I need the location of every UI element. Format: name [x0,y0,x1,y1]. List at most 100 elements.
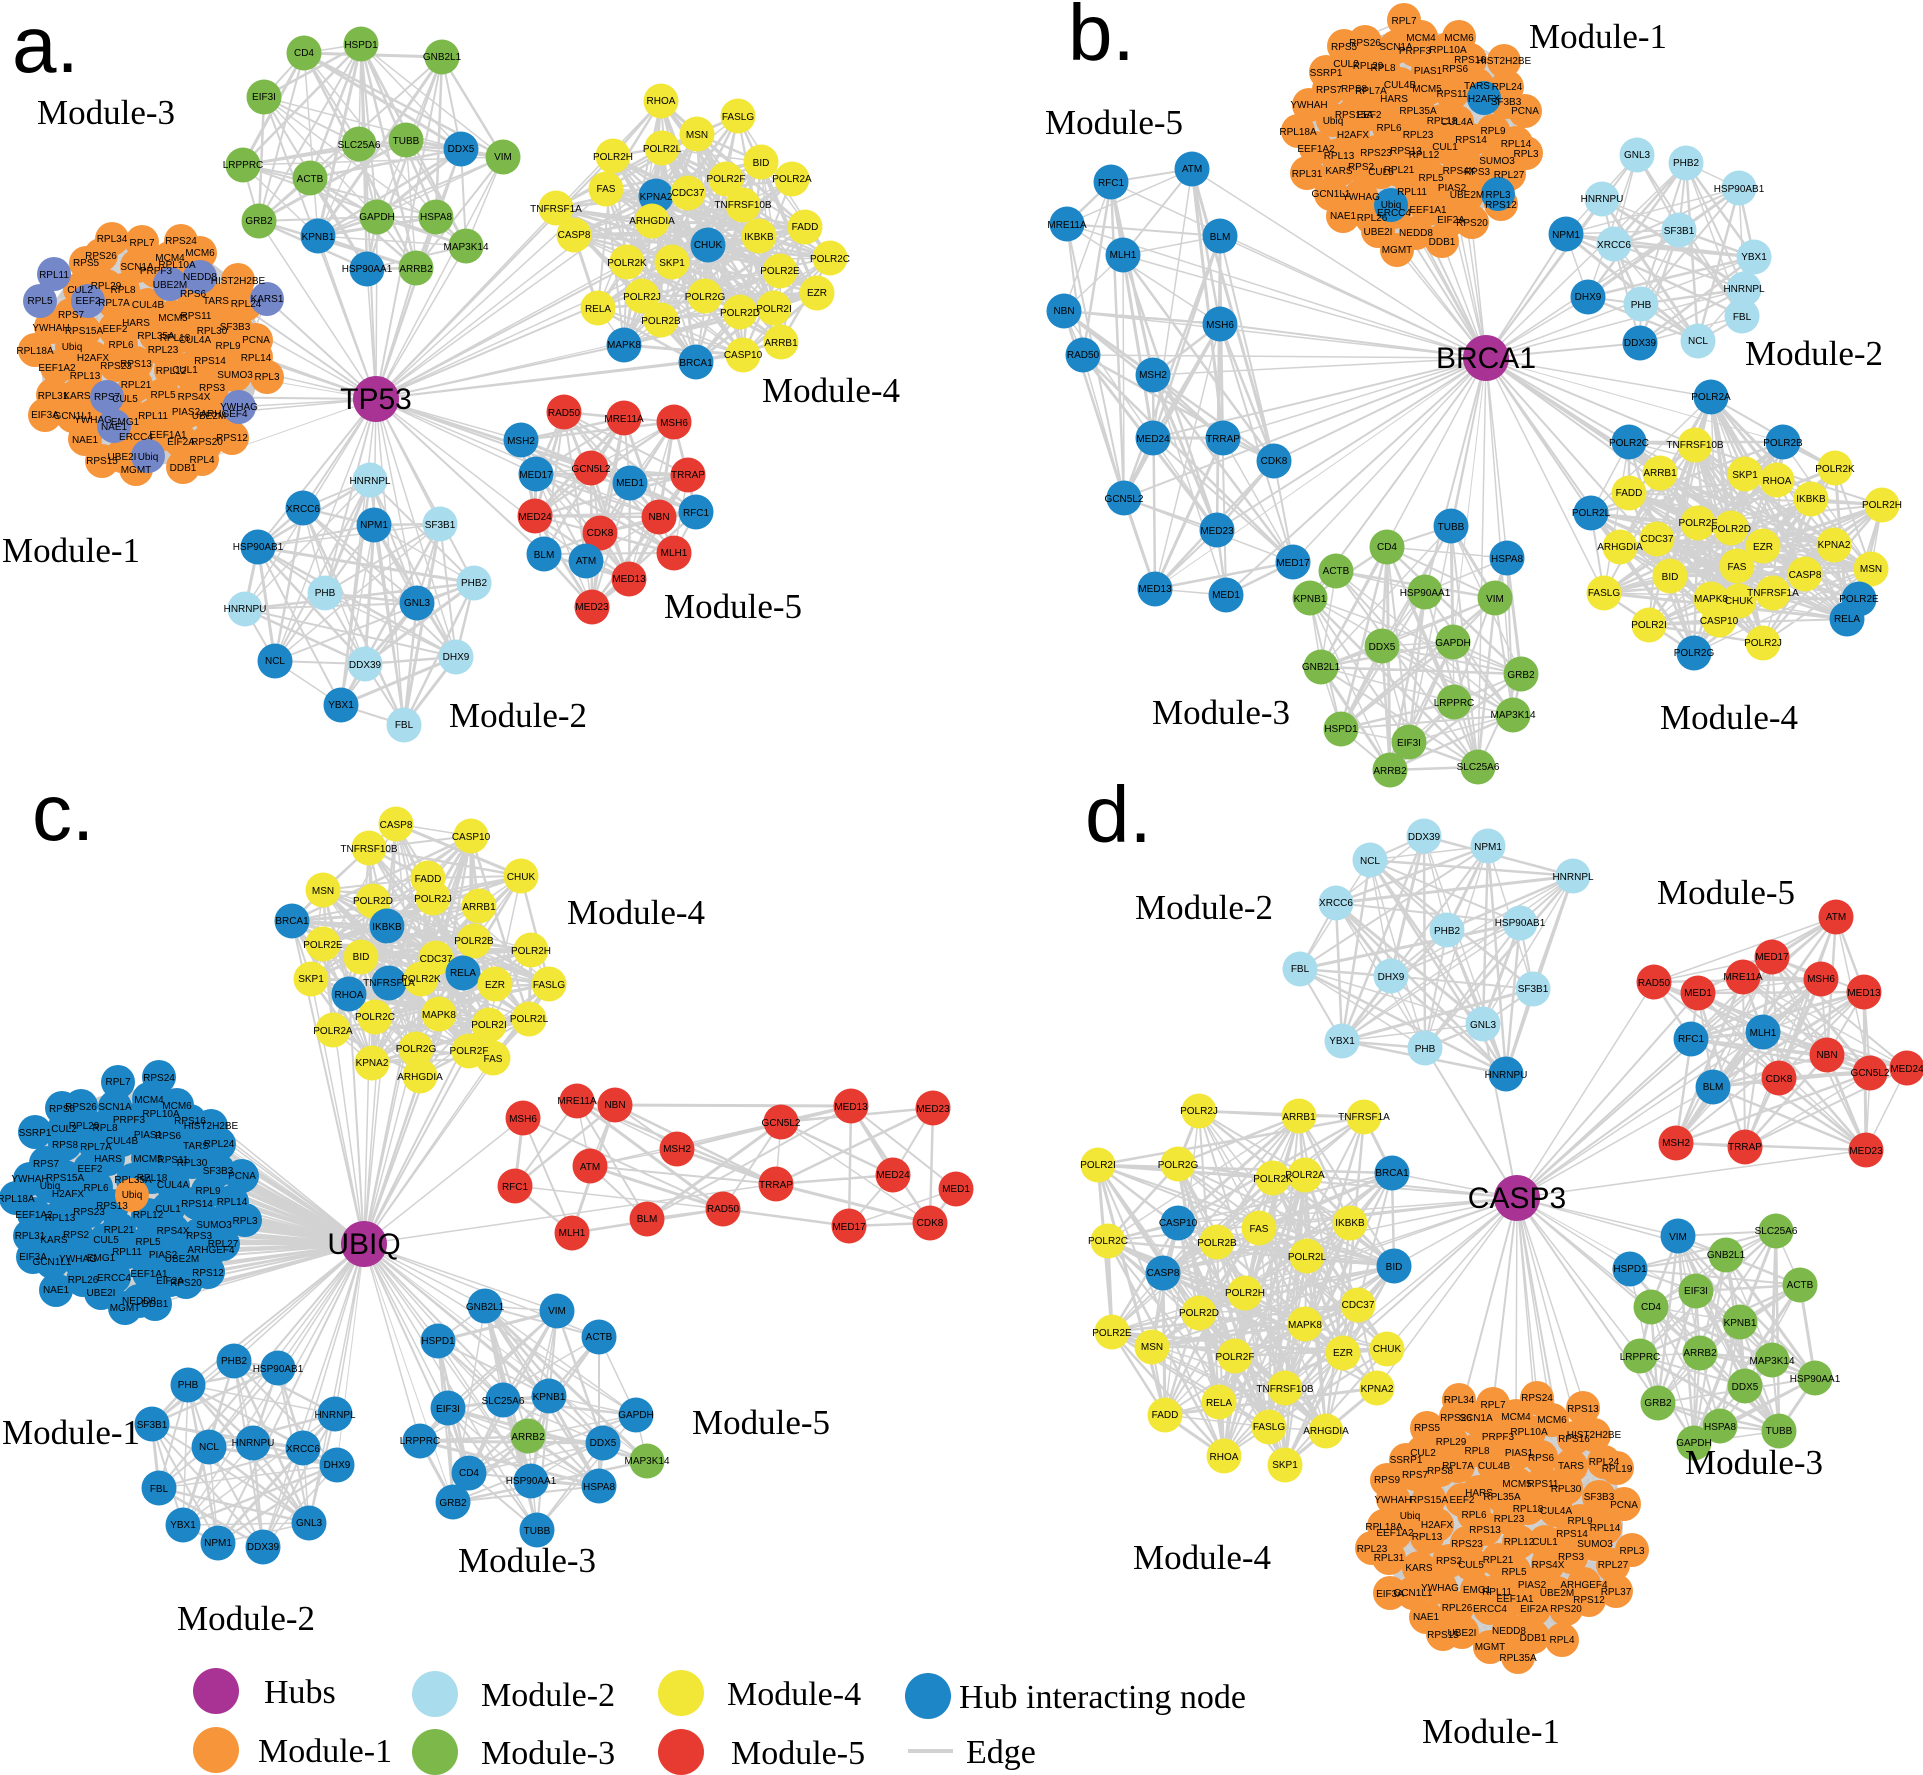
svg-text:EEF1A2: EEF1A2 [38,363,76,374]
svg-text:CDC37: CDC37 [420,954,453,965]
svg-text:Module-1: Module-1 [258,1733,392,1770]
svg-text:RPS14: RPS14 [194,356,226,367]
svg-text:NPM1: NPM1 [360,520,388,531]
svg-text:DDX39: DDX39 [247,1542,280,1553]
svg-text:RPS7: RPS7 [94,392,121,403]
svg-text:POLR2E: POLR2E [1092,1328,1132,1339]
svg-text:RPL4: RPL4 [1549,1635,1574,1646]
svg-text:DDX39: DDX39 [349,660,382,671]
svg-text:RPL26: RPL26 [68,1275,99,1286]
svg-text:RPL23: RPL23 [1494,1514,1525,1525]
svg-text:MSH6: MSH6 [509,1114,537,1125]
svg-text:RPL10A: RPL10A [1429,45,1467,56]
svg-text:RPS23: RPS23 [1360,148,1392,159]
svg-text:POLR2D: POLR2D [1711,524,1751,535]
svg-text:RPL29: RPL29 [1353,61,1384,72]
svg-text:NCL: NCL [1360,856,1380,867]
svg-text:RELA: RELA [585,304,611,315]
svg-text:MRE11A: MRE11A [1047,220,1087,231]
svg-text:PRPF3: PRPF3 [113,1115,146,1126]
svg-text:SF3B1: SF3B1 [137,1420,168,1431]
svg-text:HSPA8: HSPA8 [1491,554,1523,565]
svg-text:MCM5: MCM5 [133,1154,163,1165]
svg-text:RPL5: RPL5 [135,1237,160,1248]
svg-text:RPS26: RPS26 [65,1102,97,1113]
svg-text:SSRP1: SSRP1 [1310,68,1343,79]
svg-text:PRPF3: PRPF3 [1482,1432,1515,1443]
svg-text:SUMO3: SUMO3 [217,370,253,381]
svg-text:YBX1: YBX1 [328,700,354,711]
svg-text:RPS13: RPS13 [120,359,152,370]
svg-text:HSP90AB1: HSP90AB1 [233,542,284,553]
svg-text:RPL30: RPL30 [1551,1484,1582,1495]
svg-text:RPL35A: RPL35A [1399,106,1437,117]
svg-text:BRCA1: BRCA1 [1436,342,1536,375]
svg-text:HSPD1: HSPD1 [1324,724,1358,735]
svg-text:RPL21: RPL21 [1483,1555,1514,1566]
svg-text:GRB2: GRB2 [439,1498,467,1509]
svg-text:TUBB: TUBB [393,136,420,147]
svg-text:RPS12: RPS12 [216,433,248,444]
svg-text:RPL12: RPL12 [156,366,187,377]
svg-text:RPS20: RPS20 [1456,218,1488,229]
svg-text:NPM1: NPM1 [1474,842,1502,853]
svg-text:HNRNPL: HNRNPL [349,476,391,487]
svg-text:RPL3: RPL3 [1619,1546,1644,1557]
svg-text:POLR2I: POLR2I [471,1020,507,1031]
svg-text:NAE1: NAE1 [72,435,99,446]
svg-text:MAP3K14: MAP3K14 [1749,1356,1794,1367]
svg-text:DDX39: DDX39 [1624,338,1657,349]
svg-text:EZR: EZR [1753,542,1773,553]
svg-text:HARS: HARS [1380,94,1408,105]
svg-text:MED24: MED24 [876,1170,910,1181]
svg-text:HNRNPL: HNRNPL [314,1410,356,1421]
svg-text:Module-2: Module-2 [481,1677,615,1714]
svg-text:EMG1: EMG1 [111,417,140,428]
svg-text:SKP1: SKP1 [659,258,685,269]
svg-text:POLR2D: POLR2D [353,896,393,907]
svg-text:Ubiq: Ubiq [1381,200,1402,211]
svg-text:NPM1: NPM1 [204,1538,232,1549]
svg-text:RFC1: RFC1 [1678,1034,1705,1045]
svg-text:POLR2I: POLR2I [756,304,792,315]
svg-text:Module-2: Module-2 [177,1599,315,1638]
svg-text:SCN1A: SCN1A [1379,42,1413,53]
svg-text:EEF1A1: EEF1A1 [1409,205,1447,216]
svg-text:MED24: MED24 [1890,1064,1923,1075]
svg-text:RPS15: RPS15 [1427,1630,1459,1641]
svg-text:YWHAG: YWHAG [59,1254,97,1265]
svg-text:MSH6: MSH6 [1206,320,1234,331]
svg-text:TARS: TARS [183,1141,209,1152]
svg-text:VIM: VIM [1669,1232,1687,1243]
svg-text:UBE2I: UBE2I [1448,1628,1477,1639]
svg-text:MSH2: MSH2 [507,436,535,447]
svg-text:DDB1: DDB1 [1520,1633,1547,1644]
svg-text:MLH1: MLH1 [1750,1028,1777,1039]
svg-text:YBX1: YBX1 [1329,1036,1355,1047]
svg-text:RPL8: RPL8 [1370,63,1395,74]
svg-text:SUMO3: SUMO3 [1577,1539,1613,1550]
svg-text:Module-3: Module-3 [1685,1443,1823,1482]
svg-text:ARRB2: ARRB2 [1683,1348,1717,1359]
svg-text:RPS15A: RPS15A [1335,110,1374,121]
svg-text:KPNB1: KPNB1 [302,232,335,243]
svg-text:POLR2C: POLR2C [810,254,850,265]
svg-text:XRCC6: XRCC6 [286,504,320,515]
svg-text:MSH2: MSH2 [1139,370,1167,381]
svg-text:ARHGEF4: ARHGEF4 [200,409,248,420]
svg-text:Hub interacting node: Hub interacting node [959,1679,1246,1716]
svg-text:CUL5: CUL5 [1368,167,1394,178]
svg-text:EEF1A1: EEF1A1 [1496,1594,1534,1605]
svg-text:GNL3: GNL3 [1470,1020,1497,1031]
svg-text:RPL7: RPL7 [105,1077,130,1088]
svg-text:ERCC4: ERCC4 [119,432,153,443]
svg-text:NCL: NCL [1688,336,1708,347]
svg-text:POLR2B: POLR2B [454,936,494,947]
svg-text:EZR: EZR [807,288,827,299]
svg-text:RPS15A: RPS15A [46,1173,85,1184]
svg-text:RPL6: RPL6 [1461,1510,1486,1521]
svg-text:EIF3A: EIF3A [1376,1589,1404,1600]
svg-text:MRE11A: MRE11A [557,1096,597,1107]
svg-text:CUL4A: CUL4A [1540,1506,1573,1517]
svg-text:PIAS2: PIAS2 [1518,1580,1547,1591]
